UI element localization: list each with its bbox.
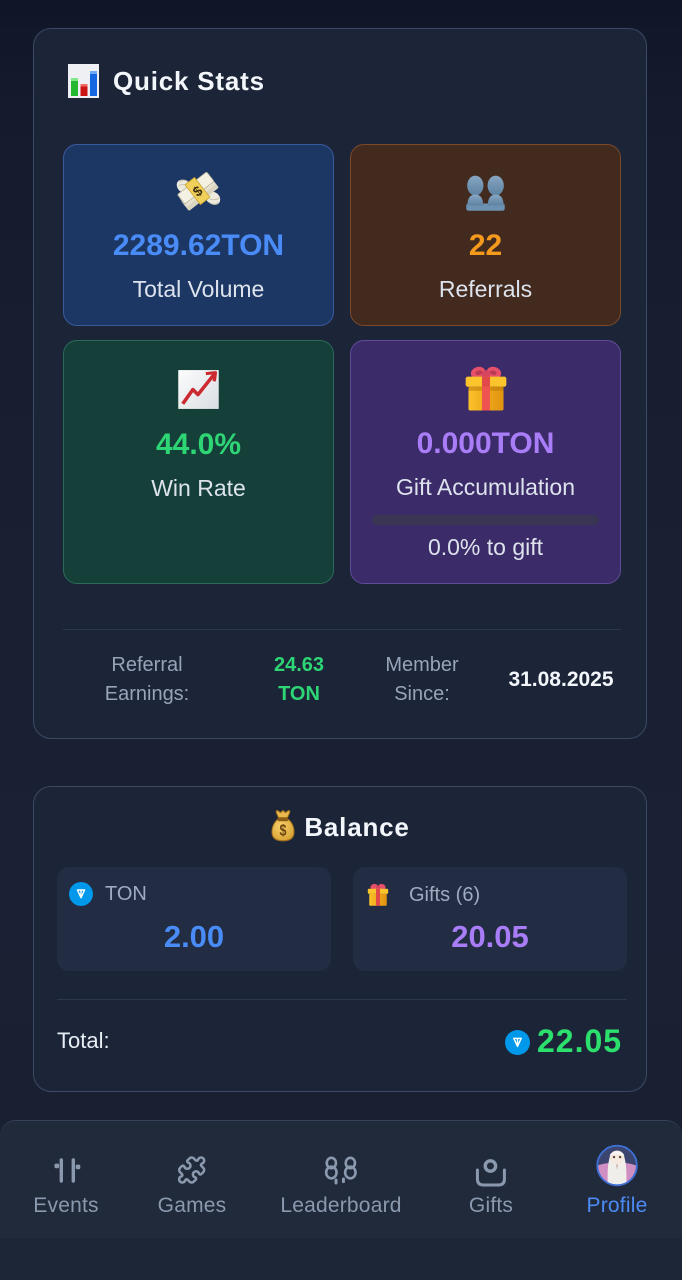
svg-text:$: $ [280, 821, 287, 839]
